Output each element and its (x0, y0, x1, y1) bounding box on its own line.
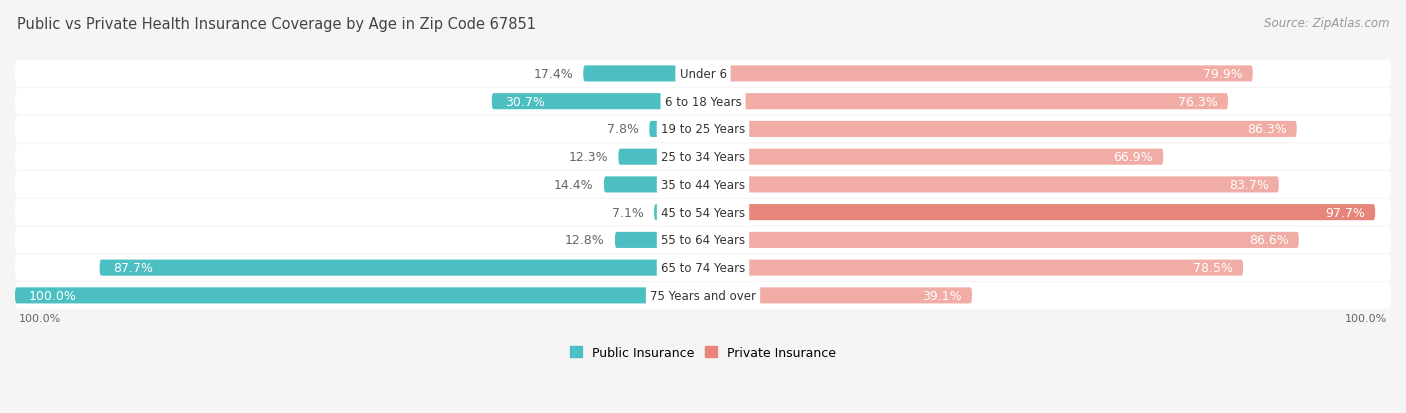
FancyBboxPatch shape (15, 282, 1391, 309)
Text: 78.5%: 78.5% (1192, 261, 1233, 275)
FancyBboxPatch shape (15, 227, 1391, 254)
Text: 55 to 64 Years: 55 to 64 Years (661, 234, 745, 247)
FancyBboxPatch shape (703, 94, 1227, 110)
Text: Under 6: Under 6 (679, 68, 727, 81)
FancyBboxPatch shape (15, 172, 1391, 198)
Text: 100.0%: 100.0% (18, 313, 60, 323)
Text: 6 to 18 Years: 6 to 18 Years (665, 95, 741, 109)
Text: 14.4%: 14.4% (554, 178, 593, 192)
Text: 86.3%: 86.3% (1247, 123, 1286, 136)
Text: Source: ZipAtlas.com: Source: ZipAtlas.com (1264, 17, 1389, 29)
Text: 7.8%: 7.8% (607, 123, 638, 136)
Legend: Public Insurance, Private Insurance: Public Insurance, Private Insurance (565, 341, 841, 364)
FancyBboxPatch shape (654, 204, 703, 221)
Text: 87.7%: 87.7% (114, 261, 153, 275)
FancyBboxPatch shape (703, 66, 1253, 82)
Text: 17.4%: 17.4% (533, 68, 574, 81)
FancyBboxPatch shape (583, 66, 703, 82)
FancyBboxPatch shape (15, 89, 1391, 115)
FancyBboxPatch shape (703, 177, 1279, 193)
FancyBboxPatch shape (15, 144, 1391, 171)
Text: 45 to 54 Years: 45 to 54 Years (661, 206, 745, 219)
FancyBboxPatch shape (605, 177, 703, 193)
Text: 86.6%: 86.6% (1249, 234, 1288, 247)
Text: 66.9%: 66.9% (1114, 151, 1153, 164)
FancyBboxPatch shape (703, 232, 1299, 248)
Text: 100.0%: 100.0% (1346, 313, 1388, 323)
FancyBboxPatch shape (15, 255, 1391, 281)
FancyBboxPatch shape (703, 149, 1163, 165)
FancyBboxPatch shape (492, 94, 703, 110)
FancyBboxPatch shape (15, 287, 703, 304)
FancyBboxPatch shape (619, 149, 703, 165)
Text: 7.1%: 7.1% (612, 206, 644, 219)
Text: 79.9%: 79.9% (1202, 68, 1243, 81)
Text: 97.7%: 97.7% (1324, 206, 1365, 219)
FancyBboxPatch shape (650, 121, 703, 138)
FancyBboxPatch shape (15, 199, 1391, 226)
Text: 76.3%: 76.3% (1178, 95, 1218, 109)
FancyBboxPatch shape (703, 204, 1375, 221)
Text: 65 to 74 Years: 65 to 74 Years (661, 261, 745, 275)
Text: 83.7%: 83.7% (1229, 178, 1268, 192)
Text: 12.8%: 12.8% (565, 234, 605, 247)
Text: 35 to 44 Years: 35 to 44 Years (661, 178, 745, 192)
Text: 25 to 34 Years: 25 to 34 Years (661, 151, 745, 164)
Text: 75 Years and over: 75 Years and over (650, 289, 756, 302)
FancyBboxPatch shape (703, 121, 1296, 138)
Text: 19 to 25 Years: 19 to 25 Years (661, 123, 745, 136)
FancyBboxPatch shape (703, 260, 1243, 276)
Text: 100.0%: 100.0% (28, 289, 77, 302)
Text: 30.7%: 30.7% (506, 95, 546, 109)
FancyBboxPatch shape (614, 232, 703, 248)
FancyBboxPatch shape (100, 260, 703, 276)
FancyBboxPatch shape (703, 287, 972, 304)
FancyBboxPatch shape (15, 61, 1391, 88)
FancyBboxPatch shape (15, 116, 1391, 143)
Text: 39.1%: 39.1% (922, 289, 962, 302)
Text: Public vs Private Health Insurance Coverage by Age in Zip Code 67851: Public vs Private Health Insurance Cover… (17, 17, 536, 31)
Text: 12.3%: 12.3% (568, 151, 607, 164)
